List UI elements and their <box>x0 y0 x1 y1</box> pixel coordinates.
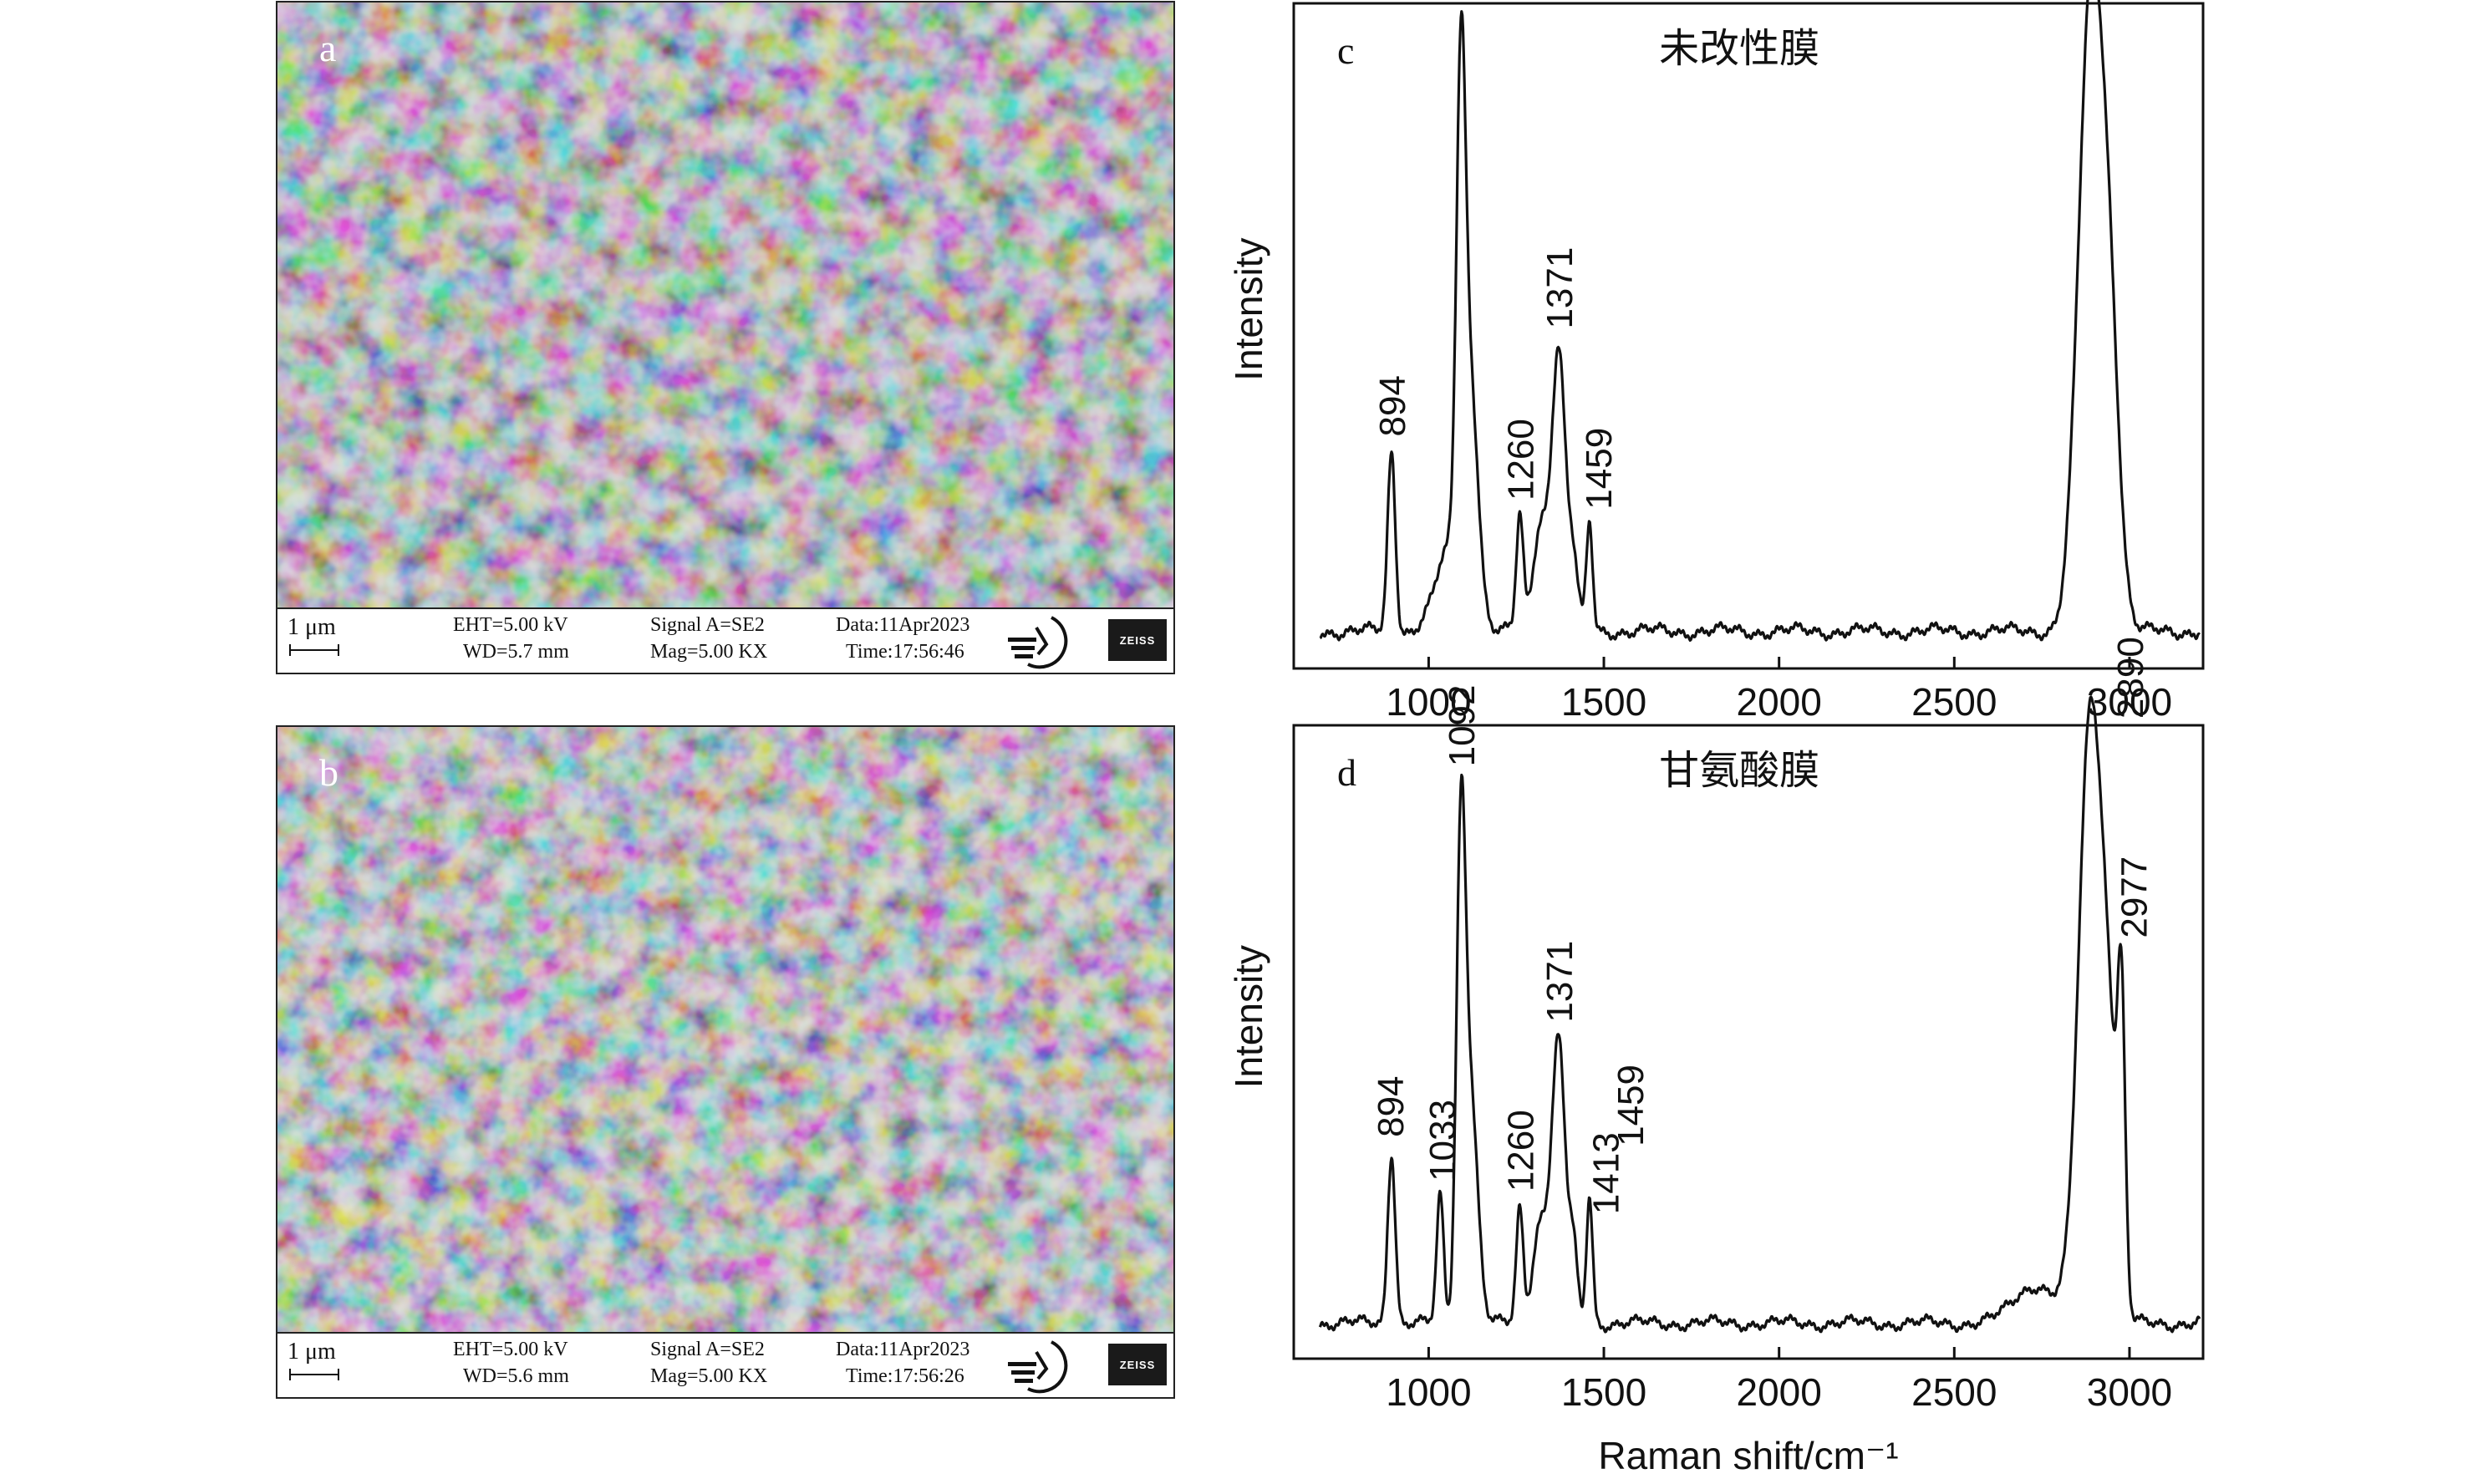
chart-title: 甘氨酸膜 <box>1659 747 1819 794</box>
mag-value: Mag=5.00 KX <box>650 1365 768 1387</box>
x-tick-label: 1500 <box>1561 1370 1646 1414</box>
sem-info-bar-b: 1 μm EHT=5.00 kV WD=5.6 mm Signal A=SE2 … <box>277 1332 1173 1397</box>
peak-label-1092: 1092 <box>1442 684 1483 766</box>
x-tick-label: 3000 <box>2087 1370 2172 1414</box>
panel-letter-c: c <box>1337 29 1354 72</box>
x-tick-label: 2500 <box>1911 680 1997 724</box>
x-tick-label: 2500 <box>1911 1370 1997 1414</box>
zeiss-logo: ZEISS <box>1108 619 1167 661</box>
peak-label-1371: 1371 <box>1539 941 1580 1023</box>
peak-label-1260: 1260 <box>1500 1110 1541 1192</box>
time-value: Time:17:56:46 <box>846 641 964 663</box>
chart-c: 1000150020002500300089410921260137114592… <box>1227 0 2205 724</box>
sem-image-panel-b: b 1 μm EHT=5.00 kV WD=5.6 mm Signal A=SE… <box>276 725 1175 1399</box>
peak-label-1260: 1260 <box>1500 419 1541 501</box>
x-tick-label: 1000 <box>1386 1370 1471 1414</box>
peak-label-894: 894 <box>1372 375 1413 436</box>
eht-value: EHT=5.00 kV <box>453 614 568 636</box>
peak-label-2890: 2890 <box>2110 637 2151 719</box>
panel-letter-a: a <box>319 27 337 69</box>
panel-letter-b: b <box>319 751 338 794</box>
x-tick-label: 1500 <box>1561 680 1646 724</box>
sem-info-bar-a: 1 μm EHT=5.00 kV WD=5.7 mm Signal A=SE2 … <box>277 607 1173 673</box>
institution-logo-icon <box>1008 616 1068 669</box>
spectrum-line <box>1319 0 2201 643</box>
mag-value: Mag=5.00 KX <box>650 641 768 663</box>
institution-logo-icon <box>1008 1340 1068 1394</box>
peak-label-1459: 1459 <box>1579 428 1620 510</box>
x-tick-label: 2000 <box>1737 1370 1822 1414</box>
peak-label-2977: 2977 <box>2114 856 2155 938</box>
plot-frame <box>1292 724 2205 1360</box>
y-axis-label: Intensity <box>1227 945 1270 1088</box>
scale-bar-label: 1 μm <box>288 1339 336 1365</box>
plot-frame <box>1292 2 2205 670</box>
scale-bar <box>289 1369 339 1380</box>
eht-value: EHT=5.00 kV <box>453 1339 568 1360</box>
x-axis-label: Raman shift/cm⁻¹ <box>1598 1434 1898 1477</box>
date-value: Data:11Apr2023 <box>836 614 970 636</box>
signal-value: Signal A=SE2 <box>650 1339 765 1360</box>
chart-d: 1000 1500 2000 2500 3000 894 1033 1092 1260 1371 1… <box>1227 637 2205 1477</box>
sem-image-panel-a: a 1 μm EHT=5.00 kV WD=5.7 mm Signal A=SE… <box>276 1 1175 674</box>
date-value: Data:11Apr2023 <box>836 1339 970 1360</box>
peak-label-1371: 1371 <box>1539 247 1580 329</box>
spectrum-line <box>1318 695 2201 1334</box>
x-tick-label: 3000 <box>2087 680 2172 724</box>
scale-bar-label: 1 μm <box>288 614 336 640</box>
peak-label-894: 894 <box>1371 1075 1412 1136</box>
y-axis-label: Intensity <box>1227 238 1270 381</box>
wd-value: WD=5.6 mm <box>463 1365 569 1387</box>
peak-label-1413: 1413 <box>1586 1132 1627 1214</box>
chart-title: 未改性膜 <box>1659 25 1819 72</box>
sem-micrograph-b <box>277 727 1173 1337</box>
sem-micrograph-a <box>277 3 1173 612</box>
x-tick-label: 2000 <box>1737 680 1822 724</box>
x-tick-label: 1000 <box>1386 680 1471 724</box>
signal-value: Signal A=SE2 <box>650 614 765 636</box>
peak-label-1033: 1033 <box>1422 1100 1463 1182</box>
wd-value: WD=5.7 mm <box>463 641 569 663</box>
time-value: Time:17:56:26 <box>846 1365 964 1387</box>
panel-letter-d: d <box>1337 751 1356 794</box>
scale-bar <box>289 644 339 656</box>
zeiss-logo: ZEISS <box>1108 1344 1167 1385</box>
peak-label-1459: 1459 <box>1611 1065 1651 1146</box>
